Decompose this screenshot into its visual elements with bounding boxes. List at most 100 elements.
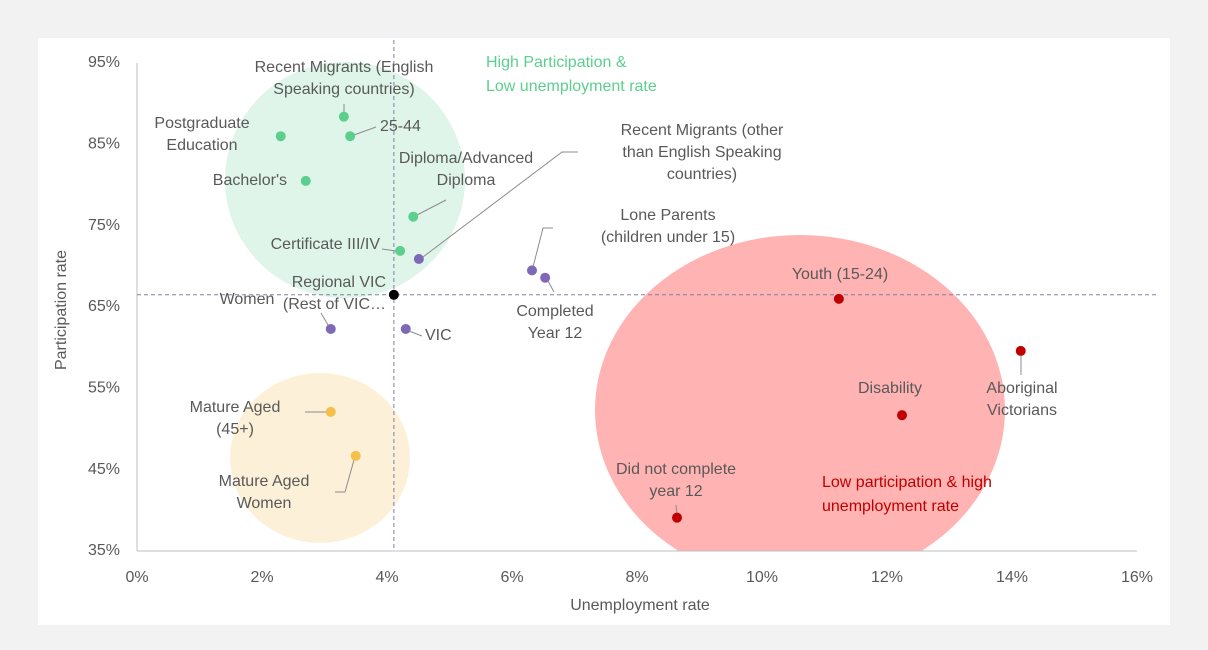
point-label: Lone Parents (children under 15): [601, 207, 735, 246]
point-label: Bachelor's: [213, 172, 287, 189]
x-tick-label: 10%: [746, 569, 778, 586]
point-label-line: (Rest of VIC…: [283, 296, 386, 313]
x-tick-label: 2%: [250, 569, 273, 586]
point-label-line: Recent Migrants (other: [621, 122, 784, 139]
point: [275, 131, 286, 142]
zone-annotation: High Participation & Low unemployment rat…: [486, 54, 657, 95]
leader-line: [381, 248, 397, 252]
y-tick-label: 65%: [88, 298, 120, 315]
point: [338, 111, 349, 122]
point-label: 25-44: [380, 118, 421, 135]
point: [345, 131, 356, 142]
leader-line: [353, 126, 377, 136]
leader-line: [422, 151, 578, 258]
point: [897, 410, 907, 421]
point-label: Did not complete year 12: [616, 461, 736, 500]
y-tick-label: 45%: [88, 461, 120, 478]
point-label-line: Mature Aged: [219, 473, 310, 490]
point-label: Recent Migrants (English Speaking countri…: [255, 59, 434, 98]
x-tick-label: 4%: [375, 569, 398, 586]
point-label-line: Women: [220, 291, 275, 308]
point-label-line: VIC: [425, 327, 452, 344]
point-label-line: (45+): [216, 421, 254, 438]
point-label-line: Women: [237, 495, 292, 512]
point-label: Recent Migrants (other than English Speak…: [621, 122, 784, 183]
zone-annotation: Low participation & high unemployment rat…: [822, 474, 992, 515]
point: [1015, 345, 1026, 356]
y-tick-label: 35%: [88, 542, 120, 559]
point-label-line: Diploma: [437, 172, 496, 189]
point-label-line: Victorians: [987, 402, 1057, 419]
y-tick-label: 85%: [88, 136, 120, 153]
point-label-line: Bachelor's: [213, 172, 287, 189]
point: [672, 512, 682, 523]
point: [833, 293, 844, 304]
point-label-line: Mature Aged: [190, 399, 281, 416]
point: [540, 272, 551, 283]
point-label: Youth (15-24): [792, 266, 888, 283]
point: [527, 265, 537, 276]
point-label: Diploma/Advanced Diploma: [399, 150, 533, 189]
point: [413, 254, 424, 265]
point-label: Mature Aged (45+): [190, 399, 281, 438]
point-label-line: Disability: [858, 380, 922, 397]
x-axis-title: Unemployment rate: [570, 597, 710, 614]
point-label-line: Completed: [516, 303, 593, 320]
point: [325, 406, 336, 417]
x-tick-label: 14%: [996, 569, 1028, 586]
y-tick-label: 75%: [88, 217, 120, 234]
x-tick-label: 16%: [1121, 569, 1153, 586]
point-label-line: Aboriginal: [986, 380, 1057, 397]
y-tick-label: 95%: [88, 54, 120, 71]
point-label-line: Lone Parents: [620, 207, 715, 224]
point: [300, 175, 311, 186]
point-label: Regional VIC (Rest of VIC…: [283, 274, 386, 313]
x-tick-label: 0%: [125, 569, 148, 586]
point-label: Aboriginal Victorians: [986, 380, 1057, 419]
point-label-line: Regional VIC: [292, 274, 386, 291]
point-label: VIC: [425, 327, 452, 344]
point-label-line: (children under 15): [601, 229, 735, 246]
point-label-line: countries): [667, 166, 737, 183]
zone-mature: [230, 373, 410, 543]
point-label-line: Education: [166, 137, 237, 154]
point: [325, 323, 336, 334]
point-label-line: Recent Migrants (English: [255, 59, 434, 76]
leader-line: [532, 227, 553, 268]
point-label-line: Youth (15-24): [792, 266, 888, 283]
point-label-line: Postgraduate: [154, 115, 249, 132]
zone-annotation-line: High Participation &: [486, 54, 627, 71]
point: [408, 211, 419, 222]
point-label: Women: [220, 291, 275, 308]
x-tick-label: 6%: [500, 569, 523, 586]
zone-annotation-line: Low participation & high: [822, 474, 992, 491]
zone-low: [595, 235, 1005, 551]
point: [400, 323, 411, 334]
point: [350, 450, 361, 461]
point-label: Disability: [858, 380, 922, 397]
leader-line: [547, 280, 555, 293]
leader-line: [408, 330, 423, 337]
y-tick-label: 55%: [88, 380, 120, 397]
zone-high: [225, 62, 465, 298]
point-label: Mature Aged Women: [219, 473, 310, 512]
point-label-line: Certificate III/IV: [271, 236, 381, 253]
point-label-line: year 12: [649, 483, 702, 500]
point: [395, 245, 406, 256]
leader-line: [416, 199, 447, 216]
point-label-line: Year 12: [528, 325, 583, 342]
leader-line: [320, 312, 329, 326]
y-axis-title: Participation rate: [53, 250, 70, 370]
point-label-line: 25-44: [380, 118, 421, 135]
x-tick-label: 12%: [871, 569, 903, 586]
point: [388, 289, 399, 300]
point-label-line: Diploma/Advanced: [399, 150, 533, 167]
point-label: Completed Year 12: [516, 303, 593, 342]
leader-line: [335, 459, 355, 493]
zone-annotation-line: Low unemployment rate: [486, 78, 657, 95]
x-tick-label: 8%: [625, 569, 648, 586]
leader-line: [675, 504, 678, 515]
point-label: Postgraduate Education: [154, 115, 249, 154]
zone-annotation-line: unemployment rate: [822, 498, 959, 515]
